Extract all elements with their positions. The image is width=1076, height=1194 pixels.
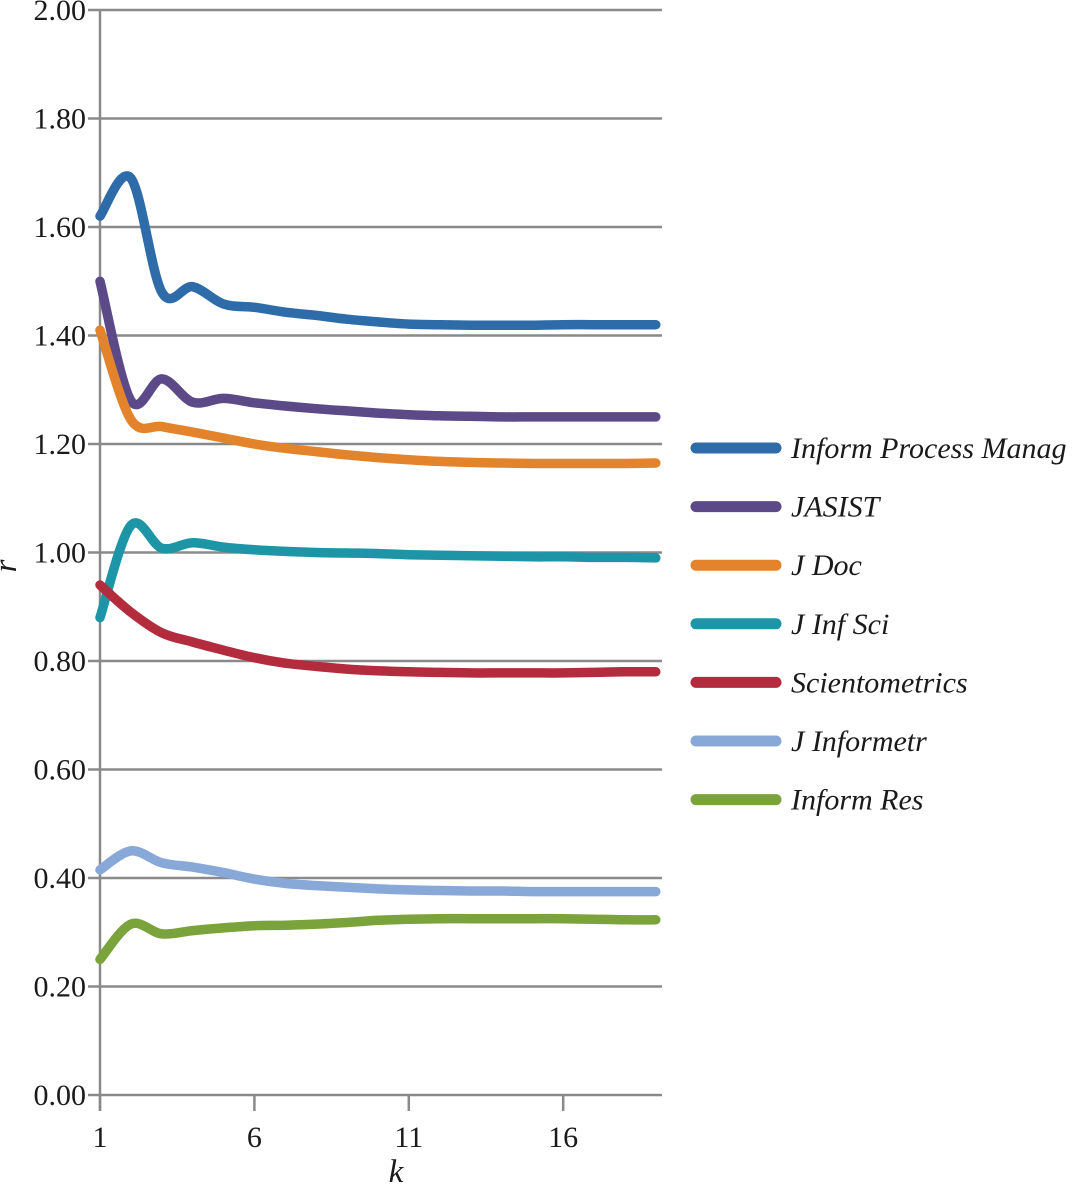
legend-item: Inform Res xyxy=(690,784,923,817)
y-tick-label: 1.60 xyxy=(34,211,87,244)
legend-item: J Doc xyxy=(690,549,862,582)
legend-label: Inform Res xyxy=(790,784,923,817)
legend-label: Inform Process Manag xyxy=(790,432,1067,465)
curve-j-inf-sci xyxy=(95,518,661,623)
y-tick-label: 0.20 xyxy=(34,971,87,1004)
curve-scientometrics xyxy=(95,580,661,678)
legend-label: J Inf Sci xyxy=(791,608,889,641)
y-tick-label: 0.40 xyxy=(34,862,87,895)
x-tick-label: 6 xyxy=(247,1121,262,1154)
legend-label: JASIST xyxy=(791,491,882,524)
y-tick-label: 0.60 xyxy=(34,754,87,787)
y-tick-label: 1.80 xyxy=(34,103,87,136)
legend-item: J Informetr xyxy=(690,725,927,758)
curve-jasist xyxy=(95,276,661,422)
legend-item: Scientometrics xyxy=(690,666,968,699)
curve-inform-res xyxy=(95,913,661,965)
y-axis-label: r xyxy=(0,559,24,572)
axis-layer xyxy=(98,10,565,1111)
y-tick-label: 0.80 xyxy=(34,645,87,678)
x-axis-label: k xyxy=(389,1154,405,1190)
y-tick-label: 1.20 xyxy=(34,428,87,461)
legend-item: Inform Process Manag xyxy=(690,432,1067,465)
y-tick-label: 1.00 xyxy=(34,537,87,570)
x-tick-label: 11 xyxy=(394,1121,423,1154)
curve-j-informetr xyxy=(95,846,661,897)
legend: Inform Process Manag JASIST J Doc J Inf Sci… xyxy=(690,432,1067,817)
curve-j-doc xyxy=(95,325,661,469)
tick-label-layer: 0.00 0.20 0.40 0.60 0.80 1.00 1.20 1.40 1.60 1.80… xyxy=(34,0,579,1154)
x-tick-label: 16 xyxy=(548,1121,578,1154)
legend-item: JASIST xyxy=(690,491,882,524)
series-layer xyxy=(95,171,661,965)
legend-item: J Inf Sci xyxy=(690,608,889,641)
y-tick-label: 2.00 xyxy=(34,0,87,27)
x-tick-label: 1 xyxy=(93,1121,108,1154)
legend-label: J Doc xyxy=(791,549,862,582)
y-tick-label: 0.00 xyxy=(34,1079,87,1112)
legend-label: Scientometrics xyxy=(791,666,968,699)
curve-inform-process-manag xyxy=(95,171,661,330)
legend-label: J Informetr xyxy=(791,725,927,758)
y-tick-label: 1.40 xyxy=(34,320,87,353)
